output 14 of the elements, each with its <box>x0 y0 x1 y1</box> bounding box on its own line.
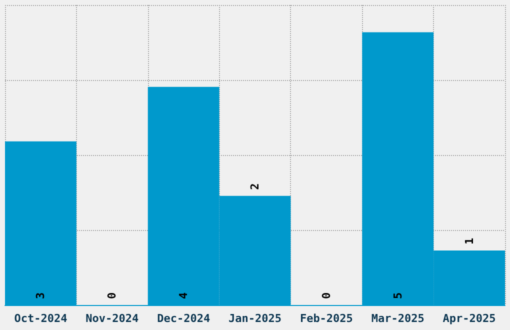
x-tick-label: Feb-2025 <box>300 312 353 325</box>
data-label: 2 <box>248 183 262 190</box>
x-tick-label: Oct-2024 <box>14 312 68 325</box>
data-label: 1 <box>462 237 476 244</box>
data-label: 3 <box>34 292 48 299</box>
x-tick-label: Nov-2024 <box>86 312 140 325</box>
data-label: 0 <box>106 292 119 299</box>
x-tick-label: Mar-2025 <box>371 312 424 325</box>
data-label: 5 <box>391 292 404 299</box>
x-tick-label: Jan-2025 <box>228 312 282 325</box>
data-label: 4 <box>177 292 190 299</box>
x-tick-label: Dec-2024 <box>157 312 210 325</box>
data-label: 0 <box>320 292 333 299</box>
x-tick-label: Apr-2025 <box>442 312 496 325</box>
